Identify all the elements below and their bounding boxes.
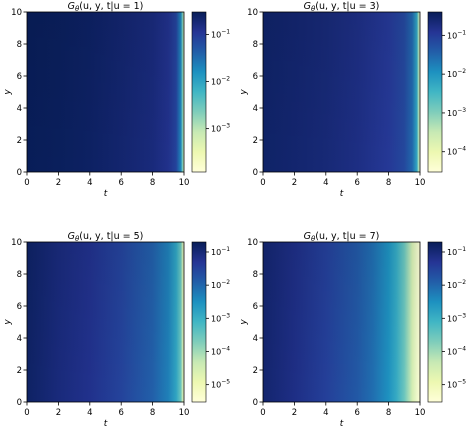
heatmap-panel-4: 0 2 4 6 8 10 0 2 4 6 8 10 t y Gθ(u, y, t|u = 7) 10−1 10−…: [239, 231, 466, 426]
plot-frame: [26, 11, 185, 173]
x-tick-label: 4: [323, 408, 328, 418]
chart-title: Gθ(u, y, t|u = 7): [304, 231, 380, 243]
y-axis-label: y: [239, 89, 249, 96]
y-tick-label: 0: [17, 168, 22, 178]
y-tick-label: 10: [247, 8, 258, 18]
colorbar-tick-label: 10−5: [211, 379, 230, 390]
y-tick-label: 8: [17, 40, 22, 50]
colorbar-tick-label: 10−3: [447, 312, 466, 323]
colorbar-tick-label: 10−1: [211, 28, 230, 39]
x-axis-label: t: [340, 189, 344, 199]
chart-title: Gθ(u, y, t|u = 3): [304, 1, 380, 13]
x-tick-label: 6: [354, 178, 359, 188]
x-tick-label: 0: [260, 408, 265, 418]
colorbar-tick-label: 10−1: [447, 246, 466, 257]
y-tick-label: 2: [17, 366, 22, 376]
y-tick-label: 8: [253, 270, 258, 280]
x-tick-label: 6: [118, 408, 123, 418]
y-axis-label: y: [3, 319, 13, 326]
plot-frame: [262, 241, 421, 403]
colorbar-tick-label: 10−2: [447, 68, 466, 79]
y-axis-label: y: [3, 89, 13, 96]
y-tick-label: 6: [17, 302, 22, 312]
x-tick-label: 2: [56, 178, 61, 188]
x-tick-label: 0: [24, 408, 29, 418]
x-tick-label: 6: [118, 178, 123, 188]
y-tick-label: 10: [11, 238, 22, 248]
x-tick-label: 10: [179, 408, 190, 418]
heatmap-panel-2: 0 2 4 6 8 10 0 2 4 6 8 10 t y Gθ(u, y, t|u = 3) 10−1 10−…: [239, 1, 466, 199]
plot-frame: [262, 11, 421, 173]
y-tick-label: 10: [247, 238, 258, 248]
heatmap-shading: [263, 12, 420, 172]
colorbar: [191, 241, 207, 403]
x-axis-label: t: [104, 419, 108, 426]
colorbar-tick-label: 10−2: [211, 279, 230, 290]
x-tick-label: 0: [24, 178, 29, 188]
colorbar-tick-label: 10−3: [211, 312, 230, 323]
colorbar-tick-label: 10−4: [447, 345, 466, 356]
heatmap-panel-1: 0 2 4 6 8 10 0 2 4 6 8 10 t y Gθ(u, y, t|u = 1) 10−1 10−…: [3, 1, 230, 199]
y-tick-label: 4: [17, 334, 22, 344]
y-tick-label: 2: [253, 136, 258, 146]
x-tick-label: 4: [87, 178, 92, 188]
colorbar: [427, 241, 443, 403]
y-tick-label: 6: [253, 302, 258, 312]
x-tick-label: 4: [323, 178, 328, 188]
x-tick-label: 2: [56, 408, 61, 418]
x-tick-label: 8: [386, 178, 391, 188]
y-tick-label: 4: [253, 104, 258, 114]
colorbar-tick-label: 10−5: [447, 379, 466, 390]
chart-title: Gθ(u, y, t|u = 1): [68, 1, 144, 13]
x-axis-label: t: [104, 189, 108, 199]
y-tick-label: 6: [253, 72, 258, 82]
colorbar-tick-label: 10−4: [447, 146, 466, 157]
y-tick-label: 8: [17, 270, 22, 280]
x-tick-label: 8: [150, 408, 155, 418]
heatmap-shading: [27, 12, 184, 172]
plot-frame: [26, 241, 185, 403]
y-tick-label: 2: [17, 136, 22, 146]
y-tick-label: 2: [253, 366, 258, 376]
x-tick-label: 10: [415, 178, 426, 188]
x-tick-label: 0: [260, 178, 265, 188]
heatmap-panel-3: 0 2 4 6 8 10 0 2 4 6 8 10 t y Gθ(u, y, t|u = 5) 10−1 10−…: [3, 231, 230, 426]
y-tick-label: 10: [11, 8, 22, 18]
colorbar-tick-label: 10−2: [211, 76, 230, 87]
heatmap-shading: [263, 242, 420, 402]
x-tick-label: 10: [179, 178, 190, 188]
heatmap-shading: [27, 242, 184, 402]
x-tick-label: 6: [354, 408, 359, 418]
colorbar-tick-label: 10−4: [211, 345, 230, 356]
x-tick-label: 10: [415, 408, 426, 418]
y-tick-label: 6: [17, 72, 22, 82]
x-tick-label: 8: [386, 408, 391, 418]
y-axis-label: y: [239, 319, 249, 326]
y-tick-label: 8: [253, 40, 258, 50]
x-tick-label: 4: [87, 408, 92, 418]
y-tick-label: 0: [17, 398, 22, 408]
x-tick-label: 2: [292, 408, 297, 418]
y-tick-label: 4: [17, 104, 22, 114]
x-tick-label: 2: [292, 178, 297, 188]
x-axis-label: t: [340, 419, 344, 426]
colorbar-tick-label: 10−2: [447, 279, 466, 290]
y-tick-label: 4: [253, 334, 258, 344]
y-tick-label: 0: [253, 168, 258, 178]
colorbar: [427, 11, 443, 173]
colorbar-tick-label: 10−3: [211, 123, 230, 134]
x-tick-label: 8: [150, 178, 155, 188]
colorbar-tick-label: 10−1: [447, 29, 466, 40]
colorbar: [191, 11, 207, 173]
chart-title: Gθ(u, y, t|u = 5): [68, 231, 144, 243]
colorbar-tick-label: 10−3: [447, 107, 466, 118]
y-tick-label: 0: [253, 398, 258, 408]
colorbar-tick-label: 10−1: [211, 246, 230, 257]
